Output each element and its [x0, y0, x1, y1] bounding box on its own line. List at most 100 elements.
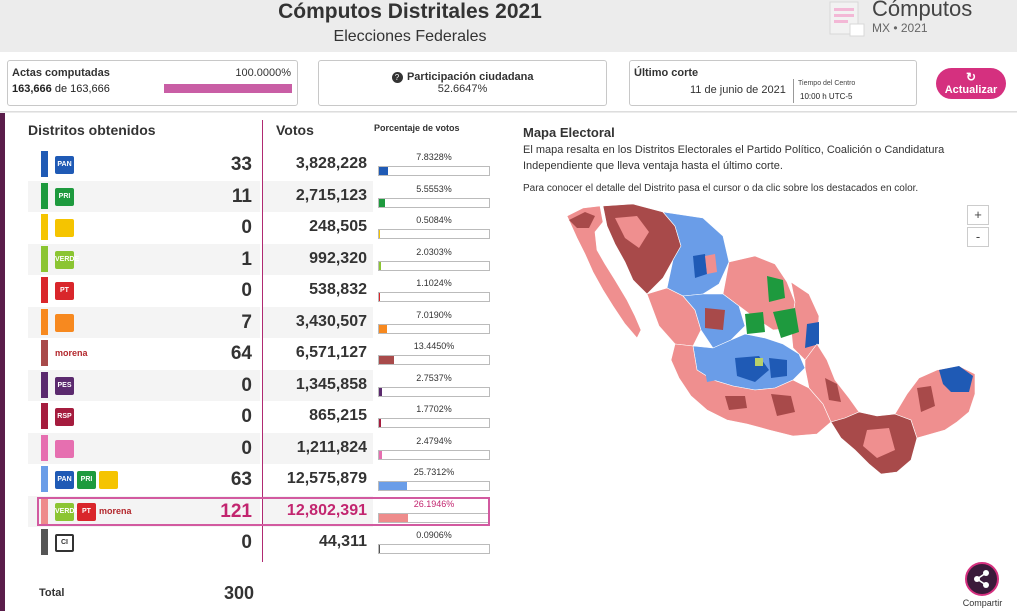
votes-cell: 6,571,127	[263, 338, 373, 369]
party-row-rsp[interactable]: RSP 0	[28, 401, 260, 432]
vote-percent-fill	[379, 482, 407, 490]
vote-percent-fill	[379, 419, 381, 427]
actas-progress-track	[164, 84, 292, 93]
party-row-mc[interactable]: 7	[28, 306, 260, 338]
vote-percent-bar: 7.0190%	[378, 307, 490, 338]
party-row-pri[interactable]: PRI 11	[28, 180, 260, 212]
votes-cell: 248,505	[263, 212, 373, 243]
header: Cómputos Distritales 2021 Elecciones Fed…	[0, 0, 1017, 52]
votes-value: 865,215	[309, 407, 367, 424]
brand: Cómputos MX • 2021	[828, 0, 1008, 40]
help-icon[interactable]: ?	[391, 72, 403, 83]
party-row-pes[interactable]: PES 0	[28, 369, 260, 401]
party-color-bar	[41, 529, 48, 555]
zoom-out-button[interactable]: -	[967, 227, 989, 247]
votes-cell: 3,828,228	[263, 149, 373, 180]
corte-box: Último corte 11 de junio de 2021 Tiempo …	[629, 60, 917, 106]
vote-percent-label: 13.4450%	[413, 341, 455, 351]
party-row-verde-pt-morena[interactable]: VERDE PT morena 121	[28, 495, 260, 527]
vote-percent-fill	[379, 450, 382, 459]
votes-value: 538,832	[309, 281, 367, 298]
left-accent-line	[0, 113, 5, 611]
party-color-bar	[41, 182, 48, 209]
vote-percent-track	[378, 292, 490, 302]
vote-percent-label: 26.1946%	[413, 498, 455, 509]
col-pct-header: Porcentaje de votos	[374, 123, 460, 133]
refresh-label: Actualizar	[944, 84, 998, 96]
districts-count: 0	[241, 437, 252, 459]
votes-cell: 2,715,123	[263, 180, 373, 212]
party-row-fxm[interactable]: 0	[28, 432, 260, 464]
districts-count: 11	[231, 185, 252, 207]
party-row-pt[interactable]: PT 0	[28, 275, 260, 306]
votes-cell: 1,345,858	[263, 369, 373, 401]
vote-percent-track	[378, 355, 490, 365]
vote-percent-label: 1.1024%	[416, 278, 452, 288]
vote-percent-label: 1.7702%	[416, 404, 452, 414]
party-color-bar	[41, 403, 48, 429]
vote-percent-track	[378, 386, 490, 397]
vote-percent-bar: 2.0303%	[378, 244, 490, 275]
districts-count: 63	[230, 469, 252, 490]
party-row-ci[interactable]: CI 0	[28, 527, 260, 558]
party-row-pan-pri-prd[interactable]: PAN PRI 63	[28, 464, 260, 495]
vote-percent-bar: 5.5553%	[378, 181, 490, 212]
votes-cell: 538,832	[263, 275, 373, 306]
party-color-bar	[41, 308, 48, 335]
districts-count: 121	[220, 500, 252, 522]
party-row-morena[interactable]: morena 64	[28, 338, 260, 369]
vote-percent-bar: 13.4450%	[378, 338, 490, 369]
map-title: Mapa Electoral	[523, 125, 615, 140]
vote-percent-label: 2.7537%	[416, 372, 452, 383]
party-color-bar	[41, 277, 48, 303]
vote-percent-bar: 2.7537%	[378, 370, 490, 401]
votes-value: 248,505	[309, 218, 367, 235]
vote-percent-label: 5.5553%	[416, 183, 452, 194]
votes-value: 12,802,391	[286, 501, 367, 519]
districts-count: 0	[241, 217, 252, 238]
districts-count: 1	[241, 248, 252, 270]
col-votos-header: Votos	[276, 122, 314, 138]
corte-label: Último corte	[634, 67, 699, 79]
page-subtitle: Elecciones Federales	[333, 28, 487, 45]
votes-cell: 992,320	[263, 243, 373, 275]
vote-percent-fill	[379, 261, 381, 270]
vote-percent-track	[378, 197, 490, 208]
vote-percent-fill	[379, 198, 385, 207]
vote-percent-fill	[379, 545, 380, 553]
brand-name: Cómputos	[872, 0, 973, 21]
vote-percent-fill	[379, 230, 380, 238]
zoom-in-button[interactable]: +	[967, 205, 989, 225]
party-color-bar	[41, 340, 48, 366]
vote-percent-fill	[379, 513, 408, 522]
votes-value: 2,715,123	[295, 186, 367, 204]
districts-count: 64	[230, 343, 252, 364]
districts-count: 33	[230, 154, 252, 175]
actas-box: Actas computadas 100.0000% 163,666 de 16…	[7, 60, 298, 106]
vote-percent-label: 25.7312%	[413, 467, 455, 477]
vote-percent-bar: 7.8328%	[378, 149, 490, 180]
party-color-bar	[41, 497, 48, 524]
votes-cell: 865,215	[263, 401, 373, 432]
share-label: Compartir	[962, 598, 1003, 608]
column-separator	[262, 120, 263, 562]
mexico-district-map[interactable]	[555, 198, 985, 488]
vote-percent-bar: 0.5084%	[378, 212, 490, 243]
share-icon	[965, 562, 999, 596]
refresh-button[interactable]: ↻ Actualizar	[936, 68, 1006, 99]
votes-value: 6,571,127	[295, 344, 367, 361]
actas-progress-fill	[164, 84, 292, 93]
participacion-box: ? Participación ciudadana 52.6647%	[318, 60, 607, 106]
vote-percent-label: 2.0303%	[416, 246, 452, 257]
party-row-prd[interactable]: 0	[28, 212, 260, 243]
party-row-pan[interactable]: PAN 33	[28, 149, 260, 180]
vote-percent-label: 0.0906%	[416, 530, 452, 540]
vote-percent-track	[378, 449, 490, 460]
party-row-verde[interactable]: VERDE 1	[28, 243, 260, 275]
districts-count: 0	[241, 532, 252, 553]
leading-row-highlight	[37, 497, 490, 526]
party-color-bar	[41, 214, 48, 240]
share-button[interactable]: Compartir	[955, 558, 1010, 611]
vote-percent-track	[378, 481, 490, 491]
votes-value: 12,575,879	[286, 470, 367, 487]
